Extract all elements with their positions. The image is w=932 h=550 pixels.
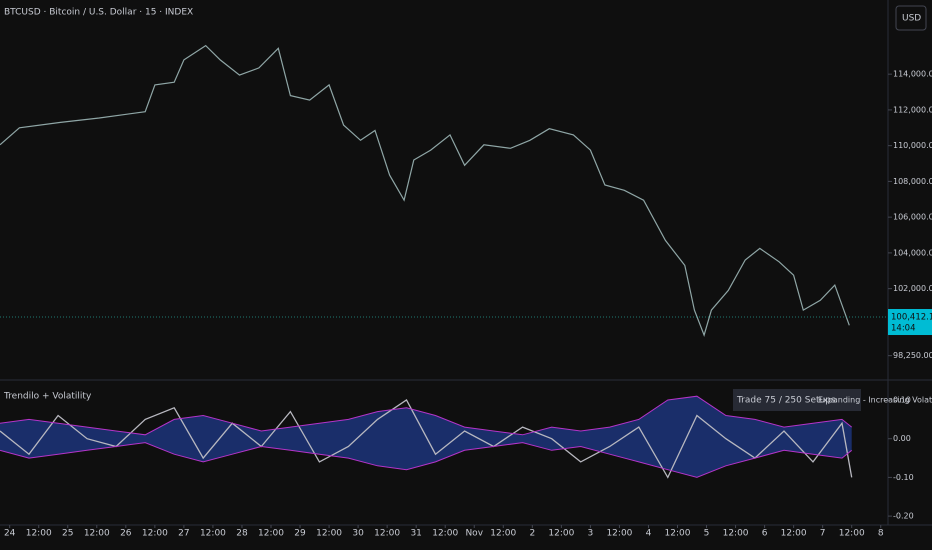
x-tick-label: 31: [410, 529, 421, 539]
y-tick-label: -0.20: [893, 512, 914, 521]
price-line: [0, 44, 850, 337]
last-price-label: 100,412.17: [891, 313, 932, 323]
currency-label[interactable]: USD: [902, 14, 921, 24]
x-tick-label: 24: [4, 529, 16, 539]
y-tick-label: 102,000.00: [893, 284, 932, 293]
symbol-title: BTCUSD · Bitcoin / U.S. Dollar · 15 · IN…: [4, 8, 193, 18]
x-tick-label: 12:00: [723, 529, 749, 539]
indicator-title: Trendilo + Volatility: [3, 392, 92, 402]
series-line: [0, 395, 853, 436]
x-tick-label: 12:00: [548, 529, 574, 539]
x-tick-label: 26: [120, 529, 132, 539]
currency-button[interactable]: [895, 5, 927, 31]
x-tick-label: 3: [588, 529, 594, 539]
y-tick-label: 108,000.00: [893, 177, 932, 186]
y-tick-label: 114,000.00: [893, 70, 932, 79]
x-tick-label: 12:00: [374, 529, 400, 539]
countdown: 14:04: [891, 324, 916, 334]
y-tick-label: 110,000.00: [893, 141, 932, 150]
info-state: Expanding - Increasing Volatility: [818, 396, 932, 405]
y-tick-label: -0.10: [893, 473, 914, 482]
x-tick-label: 29: [294, 529, 306, 539]
x-tick-label: 12:00: [839, 529, 865, 539]
series-line: [0, 442, 853, 478]
y-tick-label: 98,250.00: [893, 351, 932, 360]
last-price-box: [888, 309, 932, 336]
x-tick-label: 12:00: [432, 529, 458, 539]
y-tick-label: 104,000.00: [893, 248, 932, 257]
x-tick-label: 12:00: [26, 529, 52, 539]
x-tick-label: 6: [762, 529, 768, 539]
x-tick-label: 12:00: [142, 529, 168, 539]
x-tick-label: Nov: [465, 529, 483, 539]
x-tick-label: 7: [820, 529, 826, 539]
info-setups: Trade 75 / 250 Setups: [736, 396, 836, 406]
x-tick-label: 8: [878, 529, 884, 539]
x-tick-label: 12:00: [258, 529, 284, 539]
x-tick-label: 12:00: [781, 529, 807, 539]
y-tick-label: 106,000.00: [893, 213, 932, 222]
x-tick-label: 12:00: [665, 529, 691, 539]
x-tick-label: 12:00: [490, 529, 516, 539]
series-line: [0, 399, 853, 479]
x-tick-label: 12:00: [84, 529, 110, 539]
y-tick-label: 0.00: [893, 434, 911, 443]
y-tick-label: 112,000.00: [893, 105, 932, 114]
info-box: [733, 389, 861, 411]
x-tick-label: 28: [236, 529, 248, 539]
x-tick-label: 27: [178, 529, 189, 539]
x-tick-label: 2: [529, 529, 535, 539]
x-tick-label: 4: [646, 529, 652, 539]
y-tick-label: 0.10: [893, 396, 911, 405]
x-tick-label: 12:00: [200, 529, 226, 539]
x-tick-label: 25: [62, 529, 73, 539]
x-tick-label: 12:00: [606, 529, 632, 539]
x-tick-label: 30: [352, 529, 364, 539]
x-tick-label: 12:00: [316, 529, 342, 539]
x-tick-label: 5: [704, 529, 710, 539]
